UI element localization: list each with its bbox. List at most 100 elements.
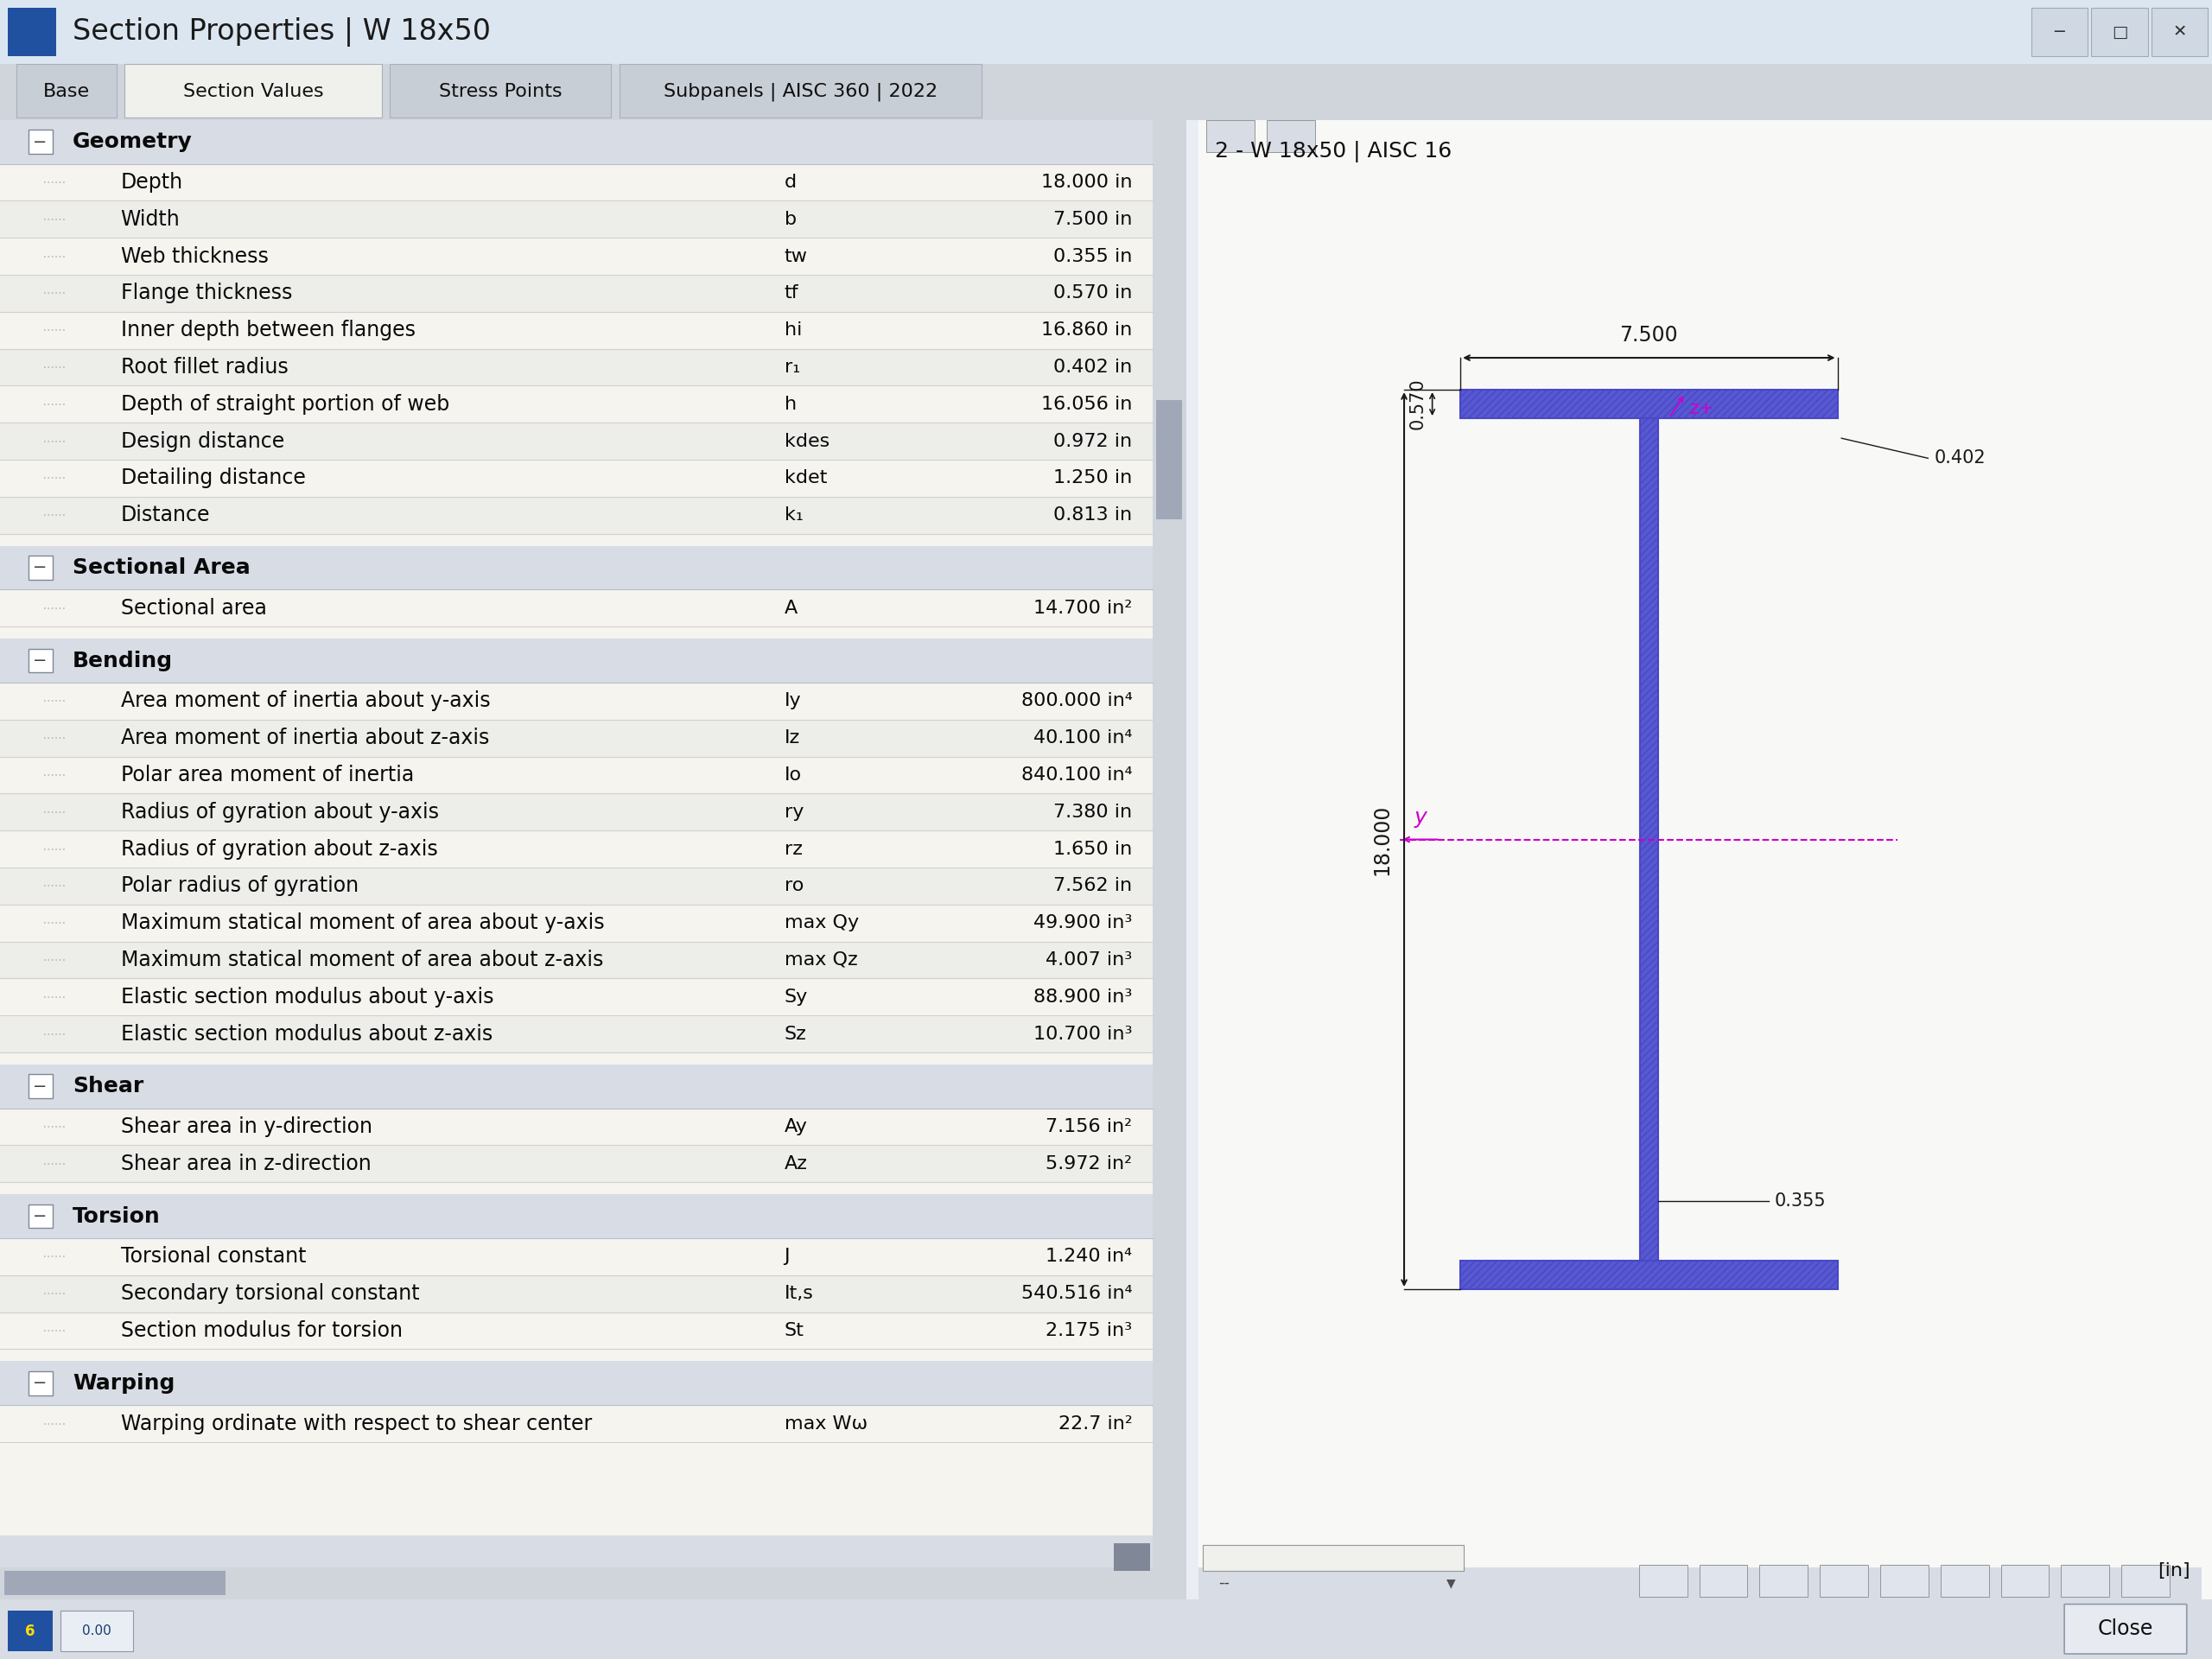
Text: Az: Az [785,1155,807,1173]
Text: 88.900 in³: 88.900 in³ [1033,989,1133,1005]
Bar [0,1535,1152,1568]
Polygon shape [1460,1261,1838,1289]
Text: ro: ro [785,878,803,894]
Text: Section Values: Section Values [184,83,323,101]
Text: max Qz: max Qz [785,951,858,969]
Bar [0,0,2212,65]
Text: z+: z+ [1690,400,1714,416]
Text: Shear area in z-direction: Shear area in z-direction [122,1153,372,1175]
Bar [2121,1564,2170,1598]
Text: 7.500 in: 7.500 in [1053,211,1133,227]
Text: max Qy: max Qy [785,914,858,932]
Text: Torsion: Torsion [73,1206,159,1226]
Text: Stress Points: Stress Points [440,83,562,101]
Text: 0.813 in: 0.813 in [1053,506,1133,524]
Text: Sy: Sy [785,989,807,1005]
Text: kdet: kdet [785,469,827,486]
Bar [0,589,1152,627]
Bar [0,1015,1152,1052]
Text: Sectional area: Sectional area [122,597,268,619]
Text: rz: rz [785,841,803,858]
Bar [0,831,1152,868]
Bar [1152,119,1186,1599]
Text: tw: tw [785,247,807,265]
Text: 40.100 in⁴: 40.100 in⁴ [1033,730,1133,747]
Text: 0.355: 0.355 [1774,1193,1827,1209]
Bar [0,1194,1152,1238]
Text: 1.240 in⁴: 1.240 in⁴ [1046,1248,1133,1266]
Bar [29,1204,53,1228]
Text: Warping ordinate with respect to shear center: Warping ordinate with respect to shear c… [122,1413,593,1433]
Polygon shape [1639,418,1657,1261]
Text: 0.355 in: 0.355 in [1053,247,1133,265]
Text: 18.000 in: 18.000 in [1042,174,1133,191]
Text: Area moment of inertia about y-axis: Area moment of inertia about y-axis [122,690,491,712]
Text: Elastic section modulus about z-axis: Elastic section modulus about z-axis [122,1024,493,1044]
Text: 10.700 in³: 10.700 in³ [1033,1025,1133,1042]
Bar [0,1276,1152,1312]
Text: 5.972 in²: 5.972 in² [1046,1155,1133,1173]
Text: tf: tf [785,285,799,302]
Bar [1199,1568,2201,1599]
Text: Base: Base [42,83,91,101]
Text: J: J [785,1248,790,1266]
Text: 540.516 in⁴: 540.516 in⁴ [1022,1286,1133,1302]
Text: 7.562 in: 7.562 in [1053,878,1133,894]
Bar [60,1611,133,1651]
Text: Section modulus for torsion: Section modulus for torsion [122,1321,403,1340]
Text: ✕: ✕ [2172,23,2188,40]
Bar [0,1360,1152,1405]
FancyBboxPatch shape [2064,1604,2188,1654]
Bar [389,65,611,118]
Bar [0,1238,1152,1276]
Bar [29,649,53,672]
Text: 7.500: 7.500 [1619,325,1679,345]
Bar [2002,1564,2048,1598]
Text: Bending: Bending [73,650,173,670]
Text: Shear area in y-direction: Shear area in y-direction [122,1117,372,1136]
Bar [0,868,1152,904]
Text: 14.700 in²: 14.700 in² [1033,599,1133,617]
Text: Polar radius of gyration: Polar radius of gyration [122,876,358,896]
Text: Torsional constant: Torsional constant [122,1246,305,1267]
Bar [0,639,1152,682]
Text: Subpanels | AISC 360 | 2022: Subpanels | AISC 360 | 2022 [664,83,938,101]
Text: 0.402: 0.402 [1933,450,1986,466]
Bar [0,904,1152,941]
Bar [15,65,117,118]
Bar [1940,1564,1989,1598]
Text: −: − [33,1375,46,1392]
Bar [1639,1564,1688,1598]
Bar [0,423,1152,460]
Text: Io: Io [785,766,801,783]
Text: Area moment of inertia about z-axis: Area moment of inertia about z-axis [122,728,489,748]
Bar [9,8,55,56]
Bar [0,1405,1152,1442]
Bar [1115,1543,1150,1571]
Text: 0.570: 0.570 [1409,378,1427,430]
Bar [1267,119,1316,153]
Bar [619,65,982,118]
Bar [1206,119,1254,153]
Text: Design distance: Design distance [122,431,283,451]
Bar [0,164,1152,201]
Text: hi: hi [785,322,803,338]
Text: 2 - W 18x50 | AISC 16: 2 - W 18x50 | AISC 16 [1214,141,1451,163]
Text: kdes: kdes [785,433,830,450]
Bar [29,556,53,579]
Text: 2.175 in³: 2.175 in³ [1046,1322,1133,1339]
Text: Maximum statical moment of area about z-axis: Maximum statical moment of area about z-… [122,949,604,971]
Text: It,s: It,s [785,1286,814,1302]
Bar [0,201,1152,237]
Bar [124,65,383,118]
Bar [0,496,1152,534]
Text: Geometry: Geometry [73,131,192,153]
Text: Radius of gyration about y-axis: Radius of gyration about y-axis [122,801,438,823]
Bar [1880,1564,1929,1598]
Bar [0,460,1152,496]
Bar [4,1571,226,1594]
Bar [0,1312,1152,1349]
Text: □: □ [2112,23,2128,40]
Bar [0,237,1152,275]
Text: 6: 6 [24,1623,35,1639]
